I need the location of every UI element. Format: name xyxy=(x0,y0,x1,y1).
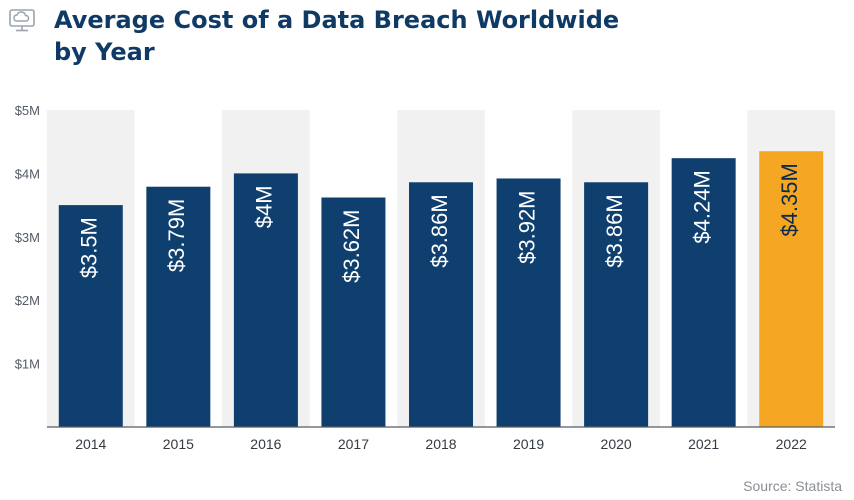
bar xyxy=(233,173,298,427)
x-tick-label: 2016 xyxy=(250,436,281,452)
y-tick-label: $1M xyxy=(15,357,40,372)
bar-value-label: $3.86M xyxy=(602,194,627,267)
x-tick-label: 2020 xyxy=(601,436,632,452)
bar-value-label: $3.86M xyxy=(427,194,452,267)
bar xyxy=(321,197,386,427)
bar-value-label: $3.79M xyxy=(164,199,189,272)
x-tick-label: 2014 xyxy=(75,436,106,452)
y-tick-label: $4M xyxy=(15,166,40,181)
bar-value-label: $4.24M xyxy=(689,170,714,243)
x-tick-label: 2021 xyxy=(688,436,719,452)
bar xyxy=(759,151,824,427)
y-tick-label: $3M xyxy=(15,230,40,245)
y-tick-label: $2M xyxy=(15,293,40,308)
chart-title-line-2: by Year xyxy=(54,38,155,66)
x-tick-label: 2015 xyxy=(163,436,194,452)
y-tick-label: $5M xyxy=(15,103,40,118)
bar xyxy=(671,158,736,427)
x-tick-label: 2018 xyxy=(425,436,456,452)
bar-value-label: $3.92M xyxy=(514,190,539,263)
x-tick-label: 2022 xyxy=(776,436,807,452)
bar xyxy=(146,186,211,427)
cloud-monitor-icon xyxy=(9,9,35,32)
bar xyxy=(584,182,649,427)
bar-chart: $1M $2M $3M $4M $5M $3.5M 2014 $3.79M 2015 $4M 201… xyxy=(15,103,835,452)
x-tick-label: 2019 xyxy=(513,436,544,452)
bar-value-label: $4.35M xyxy=(777,163,802,236)
bar xyxy=(496,178,561,427)
bar-value-label: $4M xyxy=(252,185,277,228)
bar xyxy=(58,205,123,427)
bar-value-label: $3.5M xyxy=(77,217,102,278)
x-tick-label: 2017 xyxy=(338,436,369,452)
source-note: Source: Statista xyxy=(743,478,842,494)
chart-title-line-1: Average Cost of a Data Breach Worldwide xyxy=(54,6,620,34)
chart-title: Average Cost of a Data Breach Worldwide … xyxy=(54,4,619,68)
bar-value-label: $3.62M xyxy=(339,209,364,282)
bar xyxy=(409,182,473,427)
